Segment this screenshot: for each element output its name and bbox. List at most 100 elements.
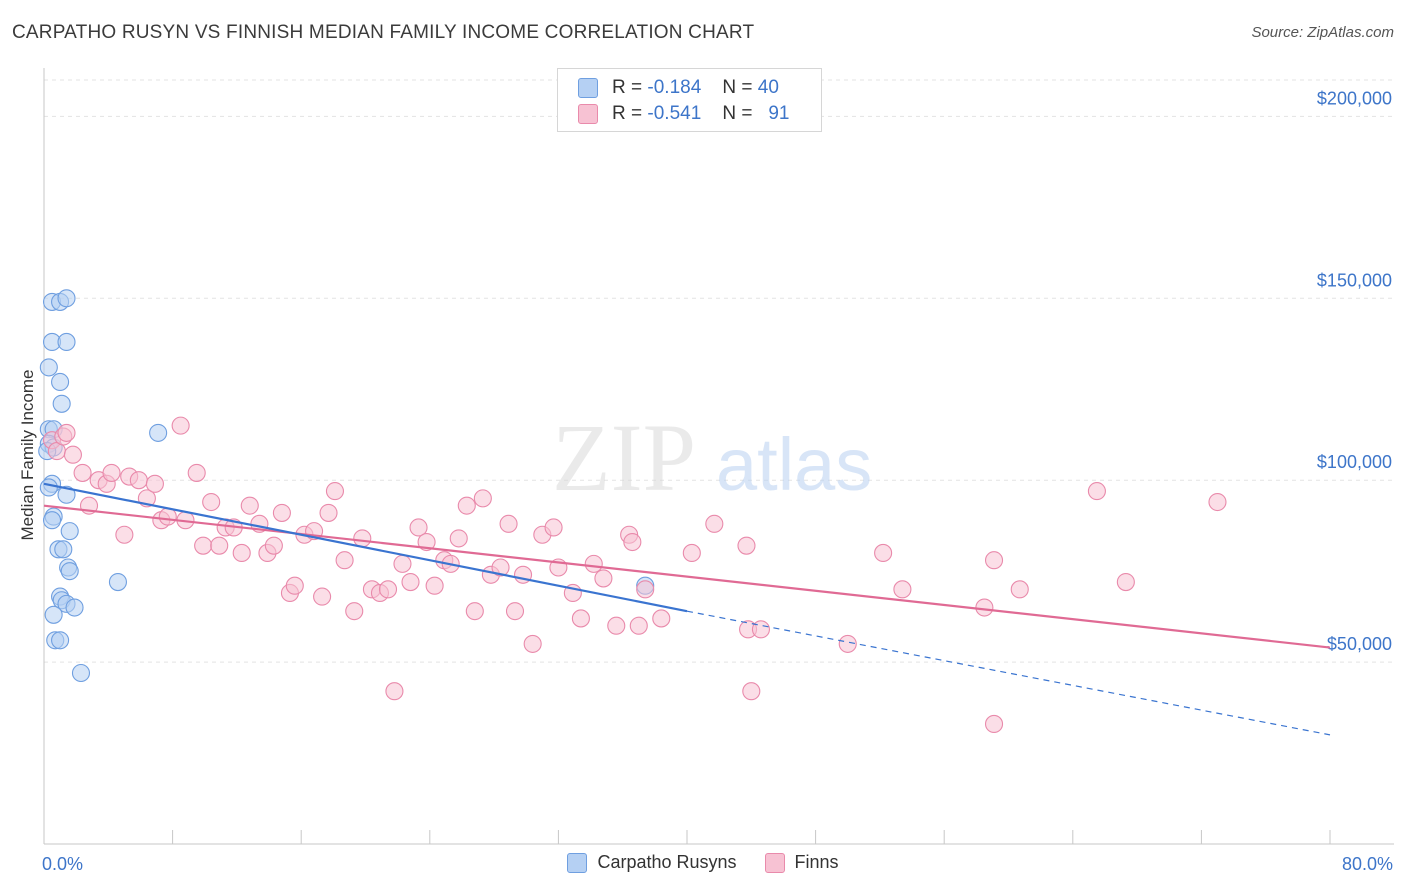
carpatho-point <box>65 598 84 617</box>
carpatho-point <box>108 573 127 592</box>
finns-point <box>893 580 912 599</box>
finns-point <box>449 529 468 548</box>
y-tick-label: $150,000 <box>1317 270 1392 290</box>
finns-point <box>63 445 82 464</box>
finns-point <box>272 503 291 522</box>
grid-lines <box>44 79 1394 663</box>
y-tick-labels: $50,000 $100,000 $150,000 $200,000 <box>1317 88 1392 654</box>
correlation-legend: R = -0.184 N = 40 R = -0.541 N = 91 <box>557 68 822 132</box>
finns-point <box>984 551 1004 570</box>
finns-point <box>145 474 164 493</box>
n-label: N = <box>722 103 753 124</box>
finns-point <box>544 518 563 537</box>
finns-point <box>210 536 229 555</box>
finns-point <box>73 463 92 482</box>
finns-point <box>682 543 701 563</box>
legend-label: Carpatho Rusyns <box>597 852 737 872</box>
finns-point <box>751 620 770 639</box>
finns-point <box>240 496 259 515</box>
trend-lines <box>43 482 1331 736</box>
finns-point <box>505 602 525 621</box>
legend-row-carpatho: R = -0.184 N = 40 <box>578 76 779 100</box>
n-value: 91 <box>768 103 790 124</box>
blue-swatch <box>578 78 598 98</box>
finns-point <box>1208 492 1227 512</box>
finns-point <box>194 536 213 555</box>
finns-point <box>353 529 372 548</box>
watermark-zip: ZIP <box>552 404 696 511</box>
finns-point <box>636 580 655 599</box>
legend-item-carpatho-rusyns[interactable]: Carpatho Rusyns <box>567 852 737 873</box>
legend-row-finns: R = -0.541 N = 91 <box>578 102 789 126</box>
source-label: Source: ZipAtlas.com <box>1251 24 1394 41</box>
finns-point <box>409 518 428 537</box>
finns-point <box>1116 573 1135 592</box>
finns-point <box>1010 580 1029 599</box>
finns-point <box>232 543 251 563</box>
carpatho-point <box>51 372 70 392</box>
pink-swatch <box>578 104 598 124</box>
carpatho-point <box>52 394 71 413</box>
carpatho-point <box>39 358 58 377</box>
finns-point <box>102 463 121 482</box>
watermark-atlas: atlas <box>716 423 872 506</box>
finns-point <box>171 416 190 435</box>
r-value: -0.541 <box>647 103 702 124</box>
finns-point <box>491 558 510 577</box>
carpatho-trend-extension <box>686 610 1331 736</box>
carpatho-point <box>71 663 91 683</box>
finns-point <box>465 602 484 621</box>
carpatho-point <box>51 631 70 650</box>
finns-point <box>975 598 994 617</box>
finns-point <box>285 576 304 595</box>
finns-trend-line <box>43 504 1331 649</box>
carpatho-point <box>60 562 79 581</box>
finns-point <box>1087 482 1106 501</box>
carpatho-point <box>57 485 76 504</box>
x-tick-labels: 0.0% 80.0% <box>42 854 1393 874</box>
finns-point <box>319 503 338 522</box>
finns-point <box>57 423 76 442</box>
finns-point <box>401 573 420 592</box>
legend-item-finns[interactable]: Finns <box>764 852 839 873</box>
finns-point <box>473 489 492 508</box>
r-label: R = <box>612 77 643 98</box>
carpatho-point <box>39 478 58 497</box>
finns-point <box>629 616 648 635</box>
finns-point <box>425 576 444 595</box>
chart-title: CARPATHO RUSYN VS FINNISH MEDIAN FAMILY … <box>12 22 755 43</box>
blue-swatch <box>567 852 588 873</box>
finns-point <box>457 496 476 515</box>
finns-point <box>187 463 206 482</box>
y-tick-label: $200,000 <box>1317 88 1392 108</box>
y-axis-title: Median Family Income <box>18 369 37 540</box>
n-value: 40 <box>757 77 779 98</box>
finns-point <box>129 471 148 490</box>
finns-point <box>584 554 603 573</box>
finns-point <box>499 514 518 533</box>
finns-point <box>378 580 398 599</box>
carpatho-point <box>54 540 73 559</box>
y-tick-label: $100,000 <box>1317 452 1392 472</box>
finns-point <box>417 532 436 552</box>
carpatho-point <box>44 605 63 624</box>
x-tick-label: 0.0% <box>42 854 83 874</box>
r-label: R = <box>612 103 643 124</box>
finns-point <box>264 536 283 555</box>
finns-point <box>594 569 613 588</box>
finns-point <box>652 609 671 628</box>
carpatho-point <box>57 289 76 308</box>
carpatho-point <box>149 423 168 442</box>
data-points <box>38 289 1227 733</box>
carpatho-point <box>57 332 76 351</box>
finns-point <box>313 587 332 606</box>
finns-point <box>984 714 1004 733</box>
carpatho-point <box>60 522 79 541</box>
finns-point <box>737 536 756 555</box>
watermark: ZIP atlas <box>552 404 872 511</box>
r-value: -0.184 <box>647 77 702 98</box>
finns-point <box>742 682 761 701</box>
n-label: N = <box>722 77 753 98</box>
finns-point <box>571 609 590 628</box>
